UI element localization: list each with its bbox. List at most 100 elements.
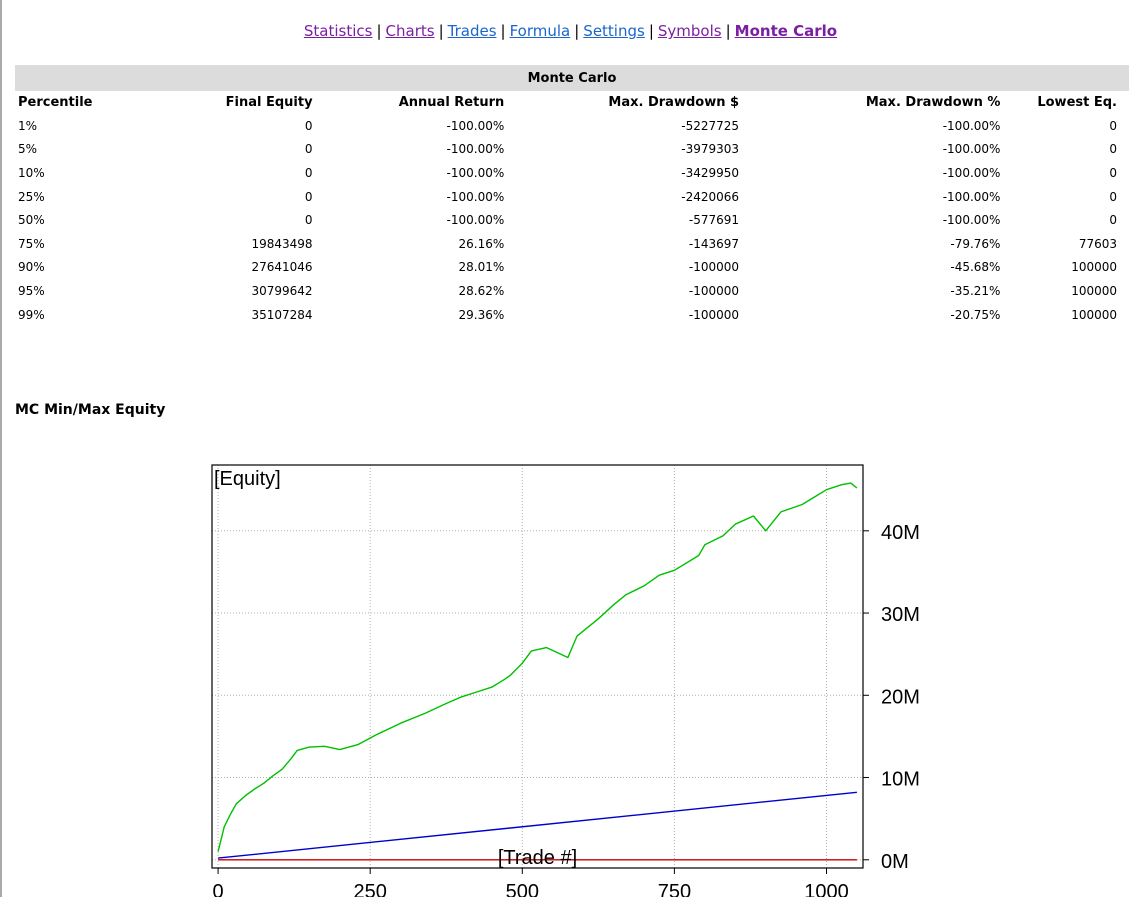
x-tick-label: 250: [353, 881, 386, 897]
nav-separator: |: [648, 22, 654, 40]
y-tick-label: 20M: [881, 686, 920, 708]
cell-annual-return: -100.00%: [446, 165, 505, 180]
cell-lowest-equity: 0: [1109, 118, 1117, 133]
cell-lowest-equity: 100000: [1071, 307, 1117, 322]
table-row: 50% 0 -100.00% -577691 -100.00% 0: [15, 208, 1129, 232]
cell-percentile: 95%: [18, 283, 45, 298]
x-tick-label: 750: [658, 881, 691, 897]
cell-max-drawdown-dollar: -100000: [688, 307, 740, 322]
nav-link-trades[interactable]: Trades: [447, 22, 497, 40]
cell-final-equity: 0: [304, 165, 313, 180]
series-line-mid: [218, 791, 857, 859]
nav-separator: |: [500, 22, 506, 40]
cell-max-drawdown-percent: -45.68%: [950, 260, 1001, 275]
table-row: 10% 0 -100.00% -3429950 -100.00% 0: [15, 161, 1129, 185]
section-title-mc-equity: MC Min/Max Equity: [15, 402, 166, 418]
cell-lowest-equity: 0: [1109, 189, 1117, 204]
cell-percentile: 10%: [18, 165, 45, 180]
cell-annual-return: -100.00%: [446, 189, 505, 204]
cell-max-drawdown-dollar: -2420066: [681, 189, 740, 204]
cell-annual-return: 28.62%: [458, 283, 505, 298]
nav-link-settings[interactable]: Settings: [583, 22, 645, 40]
cell-final-equity: 0: [304, 189, 313, 204]
cell-percentile: 90%: [18, 260, 45, 275]
table-body: 1% 0 -100.00% -5227725 -100.00% 0 5% 0 -100.00% -…: [15, 114, 1129, 326]
cell-max-drawdown-dollar: -143697: [688, 236, 740, 251]
y-tick-label: 40M: [881, 522, 920, 544]
chart-title: [Equity]: [214, 468, 281, 490]
cell-percentile: 25%: [18, 189, 45, 204]
cell-final-equity: 30799642: [251, 283, 313, 298]
cell-percentile: 5%: [18, 142, 38, 157]
monte-carlo-table: Monte Carlo Percentile Final Equity Annu…: [15, 65, 1129, 326]
nav-separator: |: [725, 22, 731, 40]
cell-max-drawdown-percent: -100.00%: [942, 189, 1001, 204]
header-final-equity: Final Equity: [225, 95, 313, 110]
nav-link-formula[interactable]: Formula: [509, 22, 571, 40]
cell-max-drawdown-percent: -20.75%: [950, 307, 1001, 322]
y-tick-label: 10M: [881, 769, 920, 791]
cell-lowest-equity: 77603: [1078, 236, 1117, 251]
page-left-border: [0, 0, 2, 897]
cell-max-drawdown-dollar: -100000: [688, 260, 740, 275]
cell-max-drawdown-dollar: -5227725: [681, 118, 740, 133]
x-tick-label: 0: [213, 881, 224, 897]
nav-link-statistics[interactable]: Statistics: [303, 22, 373, 40]
nav-separator: |: [574, 22, 580, 40]
chart-x-label: [Trade #]: [498, 847, 577, 869]
cell-annual-return: -100.00%: [446, 213, 505, 228]
cell-max-drawdown-percent: -100.00%: [942, 118, 1001, 133]
header-max-drawdown-dollar: Max. Drawdown $: [608, 95, 740, 110]
x-tick-label: 1000: [804, 881, 849, 897]
y-tick-label: 30M: [881, 604, 920, 626]
cell-annual-return: 28.01%: [458, 260, 505, 275]
report-nav: Statistics | Charts | Trades | Formula | Setting…: [0, 22, 1141, 40]
cell-max-drawdown-dollar: -100000: [688, 283, 740, 298]
table-row: 5% 0 -100.00% -3979303 -100.00% 0: [15, 138, 1129, 162]
cell-annual-return: -100.00%: [446, 118, 505, 133]
cell-final-equity: 0: [304, 142, 313, 157]
header-annual-return: Annual Return: [398, 95, 505, 110]
chart-series: [217, 482, 858, 861]
chart-grid: [212, 465, 863, 868]
series-line-max: [217, 482, 858, 852]
cell-percentile: 99%: [18, 307, 45, 322]
table-row: 90% 27641046 28.01% -100000 -45.68% 100000: [15, 256, 1129, 280]
cell-max-drawdown-dollar: -3979303: [681, 142, 740, 157]
table-row: 1% 0 -100.00% -5227725 -100.00% 0: [15, 114, 1129, 138]
cell-max-drawdown-percent: -100.00%: [942, 142, 1001, 157]
table-row: 99% 35107284 29.36% -100000 -20.75% 100000: [15, 303, 1129, 327]
cell-final-equity: 0: [304, 213, 313, 228]
table-row: 75% 19843498 26.16% -143697 -79.76% 77603: [15, 232, 1129, 256]
cell-annual-return: 26.16%: [458, 236, 505, 251]
cell-lowest-equity: 0: [1109, 213, 1117, 228]
cell-max-drawdown-percent: -100.00%: [942, 165, 1001, 180]
cell-final-equity: 27641046: [251, 260, 313, 275]
header-lowest-equity: Lowest Eq.: [1037, 95, 1117, 110]
header-percentile: Percentile: [18, 95, 93, 110]
cell-percentile: 75%: [18, 236, 45, 251]
table-row: 25% 0 -100.00% -2420066 -100.00% 0: [15, 185, 1129, 209]
cell-annual-return: 29.36%: [458, 307, 505, 322]
cell-max-drawdown-percent: -100.00%: [942, 213, 1001, 228]
table-row: 95% 30799642 28.62% -100000 -35.21% 100000: [15, 279, 1129, 303]
cell-percentile: 50%: [18, 213, 45, 228]
cell-max-drawdown-dollar: -577691: [688, 213, 740, 228]
cell-percentile: 1%: [18, 118, 38, 133]
cell-final-equity: 19843498: [251, 236, 313, 251]
header-max-drawdown-percent: Max. Drawdown %: [865, 95, 1001, 110]
nav-link-symbols[interactable]: Symbols: [657, 22, 722, 40]
x-tick-label: 500: [506, 881, 539, 897]
nav-link-charts[interactable]: Charts: [385, 22, 435, 40]
nav-link-monte-carlo[interactable]: Monte Carlo: [734, 22, 838, 40]
chart-x-ticks: 0 250 500 750 1000: [213, 868, 849, 897]
cell-lowest-equity: 100000: [1071, 260, 1117, 275]
nav-separator: |: [376, 22, 382, 40]
cell-max-drawdown-dollar: -3429950: [681, 165, 740, 180]
y-tick-label: 0M: [881, 851, 909, 873]
cell-annual-return: -100.00%: [446, 142, 505, 157]
cell-lowest-equity: 100000: [1071, 283, 1117, 298]
cell-max-drawdown-percent: -35.21%: [950, 283, 1001, 298]
nav-separator: |: [438, 22, 444, 40]
